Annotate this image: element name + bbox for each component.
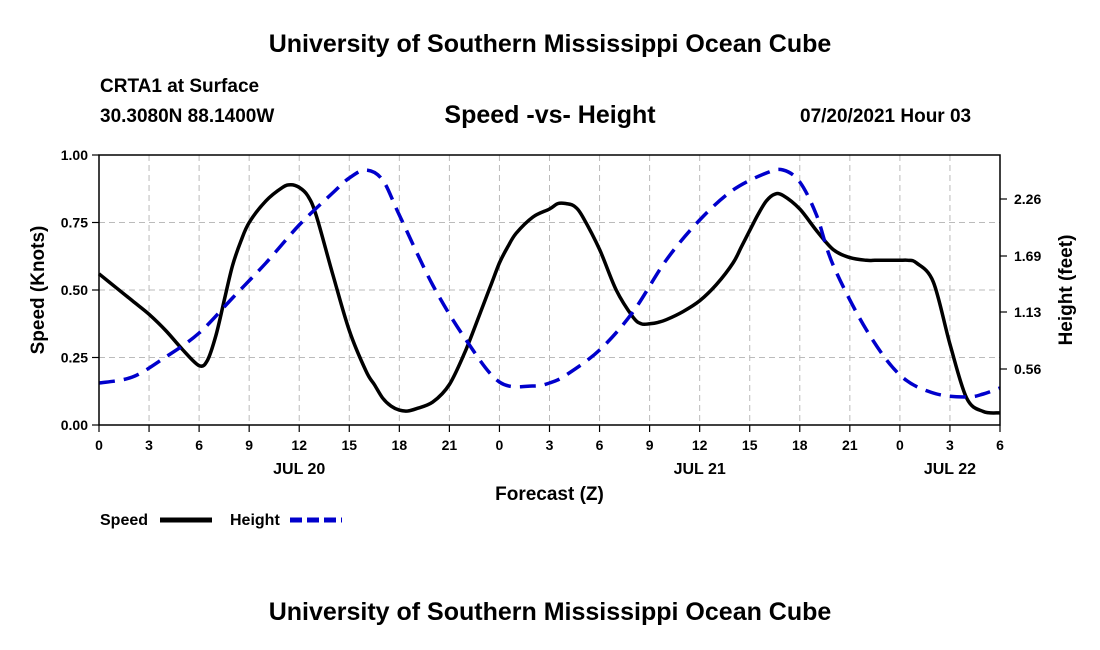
x-axis-label: Forecast (Z) xyxy=(495,484,604,505)
chart-title: Speed -vs- Height xyxy=(444,101,656,129)
y-tick-label: 0.50 xyxy=(61,282,88,298)
x-tick-label: 6 xyxy=(996,437,1004,453)
y-tick-label: 0.00 xyxy=(61,417,88,433)
x-tick-label: 21 xyxy=(442,437,458,453)
chart-series xyxy=(97,167,1001,415)
x-tick-label: 0 xyxy=(496,437,504,453)
y2-tick-label: 1.69 xyxy=(1014,248,1041,264)
speed-height-chart: 0 3 6 9 12 15 18 21 0 3 6 9 12 15 18 21 0 3 6 0.00 0.25 0.50 0… xyxy=(28,147,1077,529)
y2-tick-label: 2.26 xyxy=(1014,191,1041,207)
x-tick-label: 0 xyxy=(95,437,103,453)
station-name: CRTA1 at Surface xyxy=(100,76,260,97)
x-tick-label: 3 xyxy=(546,437,554,453)
station-coordinates: 30.3080N 88.1400W xyxy=(100,106,275,127)
chart-axes: 0 3 6 9 12 15 18 21 0 3 6 9 12 15 18 21 0 3 6 0.00 0.25 0.50 0… xyxy=(28,147,1077,505)
legend-label-height: Height xyxy=(230,512,280,529)
y2-tick-label: 0.56 xyxy=(1014,361,1041,377)
speed-series-line xyxy=(97,182,1001,415)
x-tick-label: 3 xyxy=(946,437,954,453)
x-tick-label: 6 xyxy=(596,437,604,453)
x-tick-label: 3 xyxy=(145,437,153,453)
x-tick-label: 12 xyxy=(291,437,307,453)
x-tick-label: 6 xyxy=(195,437,203,453)
x-tick-label: 18 xyxy=(392,437,408,453)
footer-title: University of Southern Mississippi Ocean… xyxy=(268,598,832,626)
x-tick-label: 0 xyxy=(896,437,904,453)
x-tick-label: 15 xyxy=(341,437,357,453)
forecast-datetime: 07/20/2021 Hour 03 xyxy=(800,106,972,127)
y-axis-label: Speed (Knots) xyxy=(28,226,49,355)
y2-tick-label: 1.13 xyxy=(1014,304,1041,320)
x-tick-label: 9 xyxy=(245,437,253,453)
chart-legend: Speed Height xyxy=(100,512,342,529)
x-tick-label: 15 xyxy=(742,437,758,453)
y-tick-label: 1.00 xyxy=(61,147,88,163)
height-series-line xyxy=(98,167,1001,399)
x-tick-label: 9 xyxy=(646,437,654,453)
date-label: JUL 20 xyxy=(273,461,325,478)
y-tick-label: 0.25 xyxy=(61,350,88,366)
y-tick-label: 0.75 xyxy=(61,215,88,231)
x-tick-label: 12 xyxy=(692,437,708,453)
x-tick-label: 18 xyxy=(792,437,808,453)
page-title: University of Southern Mississippi Ocean… xyxy=(268,30,832,58)
date-label: JUL 21 xyxy=(674,461,726,478)
x-tick-label: 21 xyxy=(842,437,858,453)
legend-label-speed: Speed xyxy=(100,512,148,529)
y2-axis-label: Height (feet) xyxy=(1056,235,1077,346)
date-label: JUL 22 xyxy=(924,461,976,478)
